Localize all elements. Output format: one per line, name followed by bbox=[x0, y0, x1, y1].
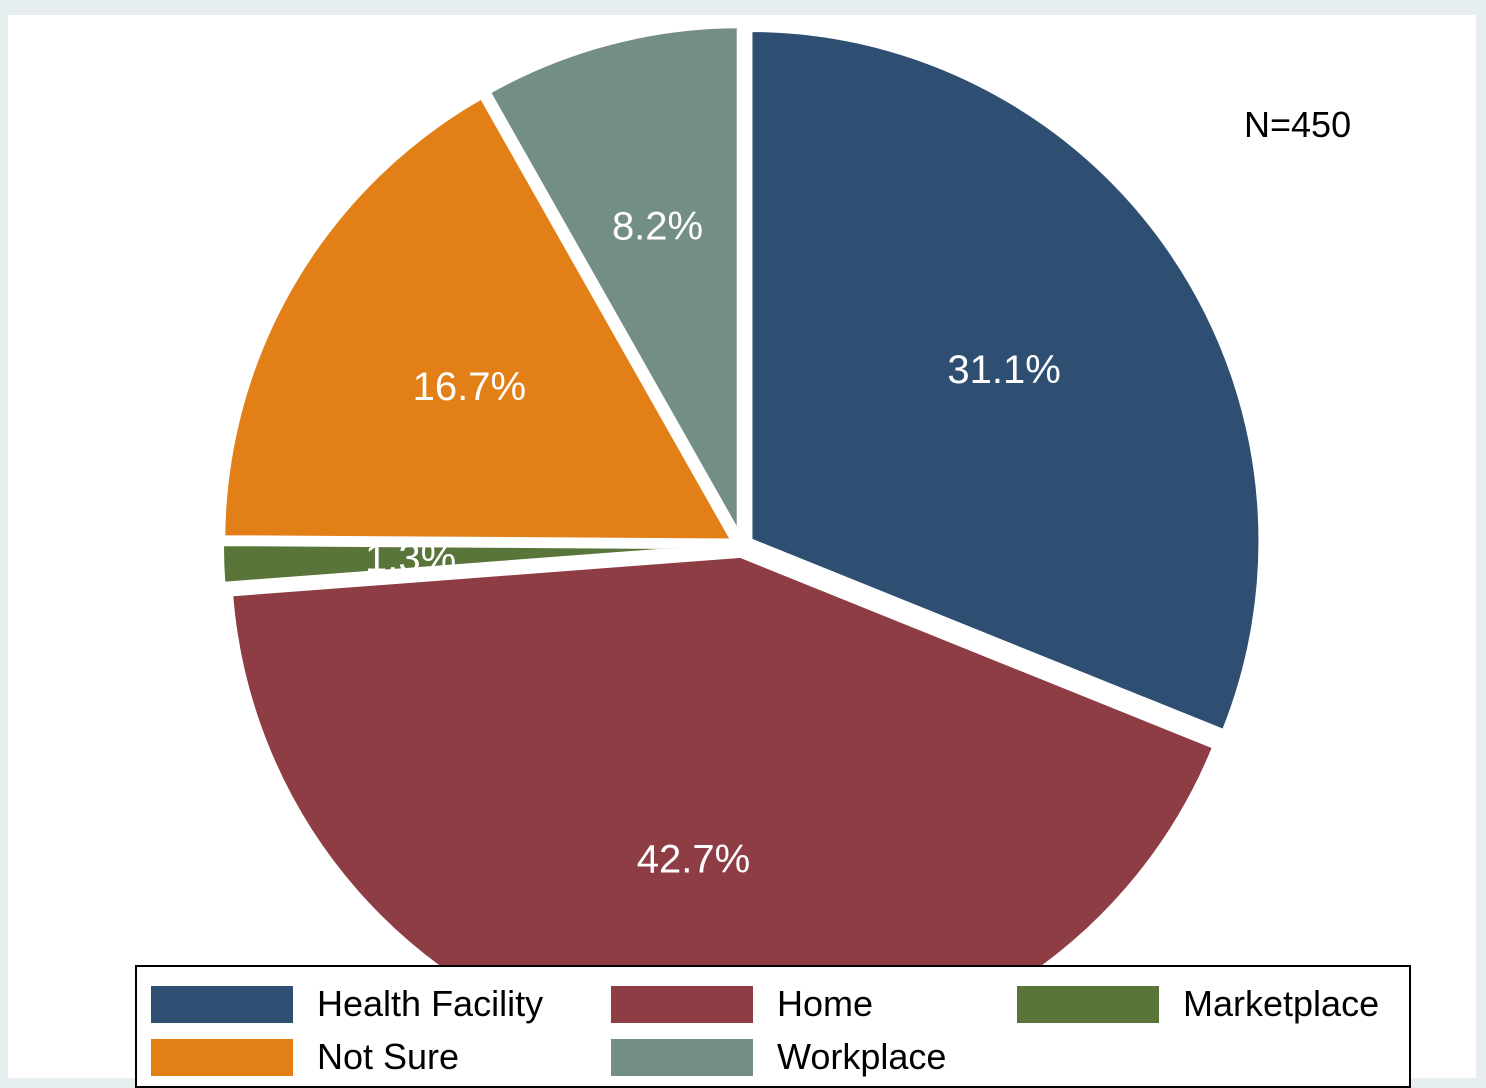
legend-item-home: Home bbox=[611, 983, 873, 1025]
legend-label: Health Facility bbox=[317, 983, 544, 1024]
pie-slice-workplace bbox=[483, 22, 743, 549]
slice-data-label: 1.3% bbox=[365, 536, 456, 580]
legend-swatch bbox=[151, 985, 293, 1023]
legend: Health Facility Home Marketplace Not Sur… bbox=[135, 965, 1411, 1088]
pie-slice-marketplace bbox=[218, 540, 734, 589]
legend-swatch bbox=[151, 1038, 293, 1076]
pie-slice-not-sure bbox=[219, 91, 740, 545]
legend-swatch bbox=[611, 985, 753, 1023]
legend-item-workplace: Workplace bbox=[611, 1036, 946, 1078]
legend-swatch bbox=[611, 1038, 753, 1076]
slice-data-label: 31.1% bbox=[947, 348, 1060, 392]
legend-label: Workplace bbox=[777, 1036, 947, 1077]
legend-item-not-sure: Not Sure bbox=[151, 1036, 459, 1078]
legend-item-marketplace: Marketplace bbox=[1017, 983, 1379, 1025]
legend-label: Home bbox=[777, 983, 874, 1024]
legend-label: Not Sure bbox=[317, 1036, 460, 1077]
legend-label: Marketplace bbox=[1183, 983, 1380, 1024]
pie-slice-health-facility bbox=[746, 25, 1265, 737]
sample-size-annotation: N=450 bbox=[1244, 104, 1352, 145]
slice-data-label: 8.2% bbox=[612, 204, 703, 248]
legend-item-health-facility: Health Facility bbox=[151, 983, 543, 1025]
slice-data-label: 42.7% bbox=[637, 837, 750, 881]
legend-swatch bbox=[1017, 985, 1159, 1023]
slice-data-label: 16.7% bbox=[413, 365, 526, 409]
